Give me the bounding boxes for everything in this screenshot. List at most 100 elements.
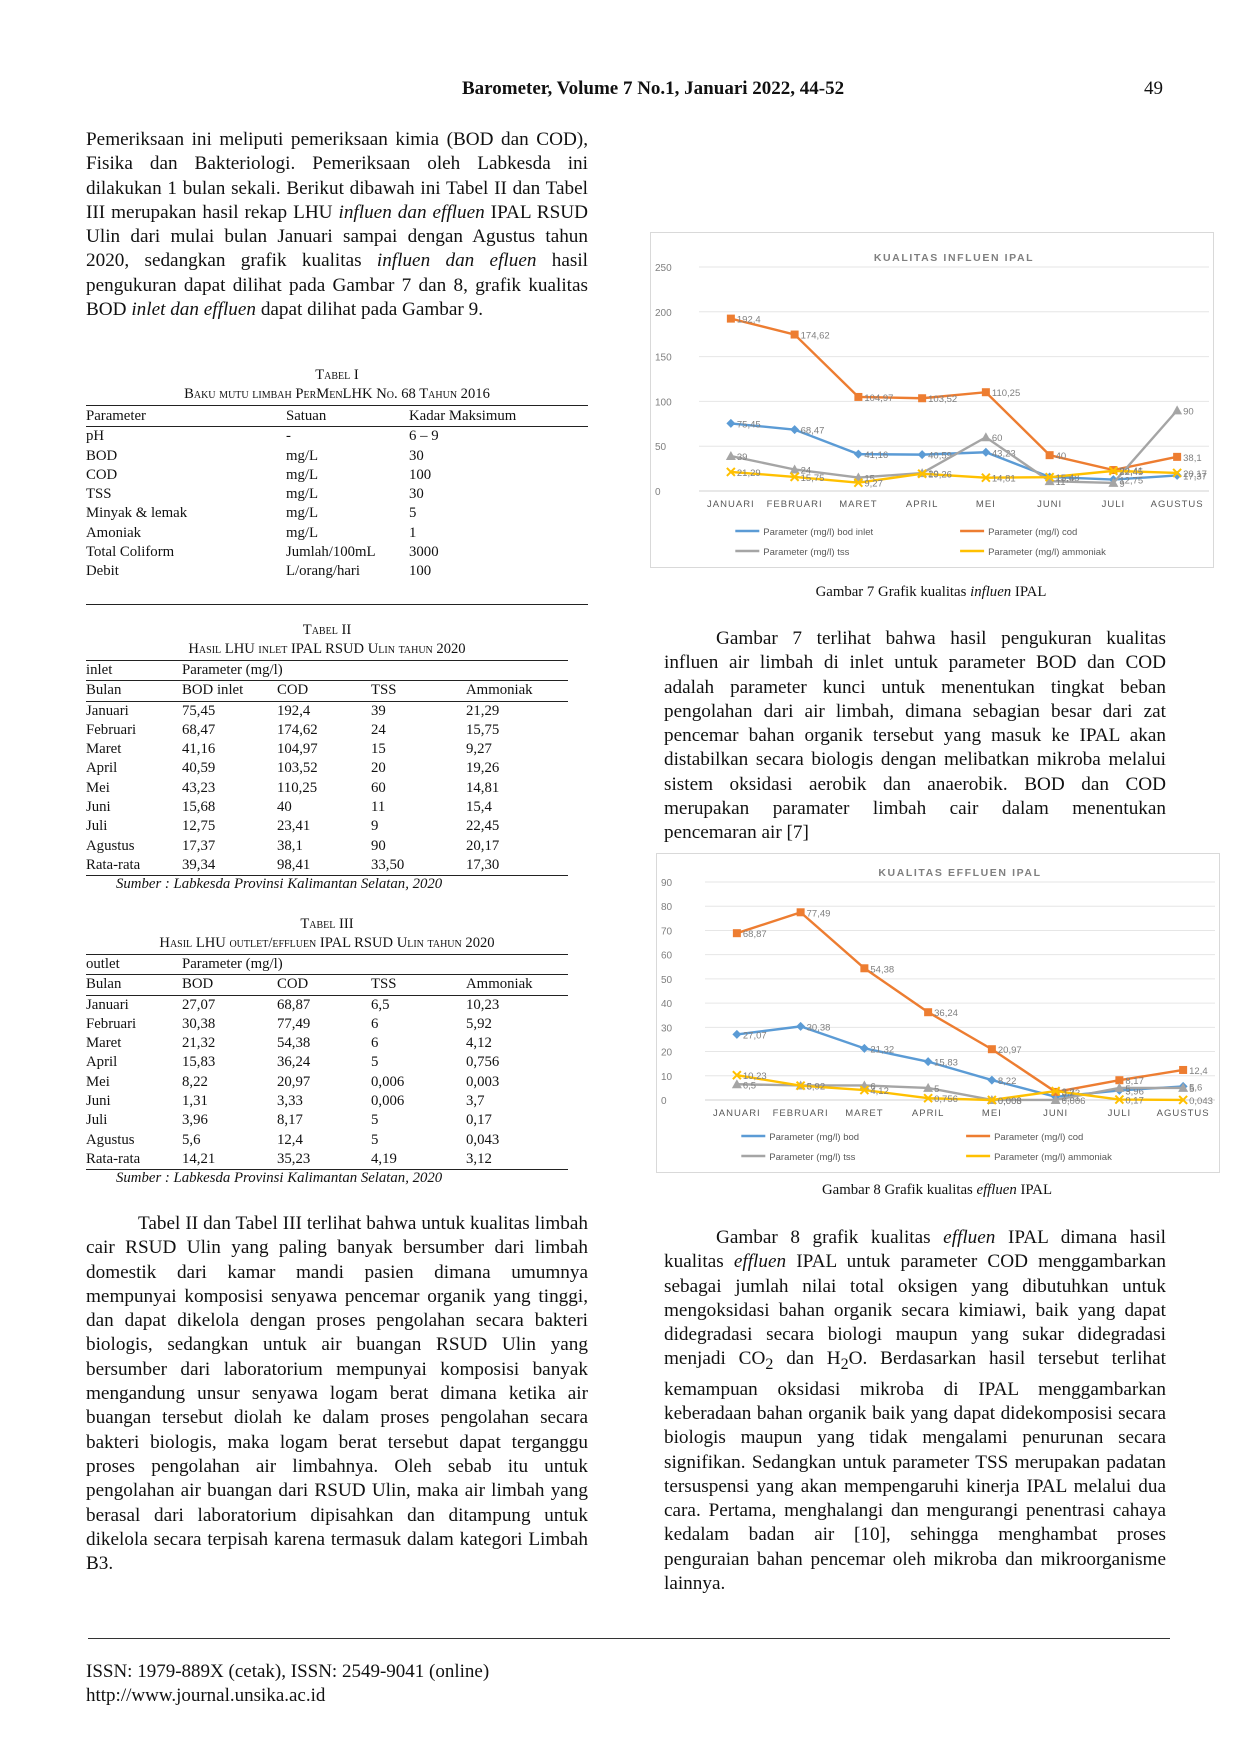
table-cell: Agustus [86, 837, 135, 854]
data-point-cross [726, 467, 736, 477]
table-2-group-row: inlet Parameter (mg/l) [86, 661, 568, 681]
column-header: BOD [182, 976, 214, 993]
footer-url[interactable]: http://www.journal.unsika.ac.id [86, 1685, 326, 1706]
table-cell: Juli [86, 1112, 108, 1129]
data-label: 12,75 [1119, 476, 1143, 487]
legend-label: Parameter (mg/l) tss [769, 1152, 855, 1163]
influent-chart: KUALITAS INFLUEN IPAL 0 50 100 150 200 250 JANU… [650, 232, 1214, 568]
data-label: 68,87 [743, 929, 767, 940]
table-row: Juli 3,96 8,17 5 0,17 [86, 1111, 568, 1130]
legend-label: Parameter (mg/l) ammoniak [988, 547, 1106, 558]
legend-label: Parameter (mg/l) ammoniak [994, 1152, 1112, 1163]
data-label: 68,47 [801, 426, 825, 437]
table-cell: April [86, 1054, 118, 1071]
table-cell: - [286, 428, 291, 445]
text-run: IPAL untuk parameter COD menggambarkan s… [664, 1251, 1166, 1370]
x-tick-label: AGUSTUS [1157, 1108, 1210, 1119]
data-label: 3,7 [1062, 1087, 1075, 1098]
table-2-block: Tabel II Hasil LHU inlet IPAL RSUD Ulin … [86, 621, 568, 893]
table-cell: Maret [86, 1035, 122, 1052]
data-label: 8,17 [1125, 1076, 1144, 1087]
data-label: 75,45 [737, 419, 761, 430]
table-cell: 21,29 [466, 702, 500, 719]
table-cell: 14,21 [182, 1150, 216, 1167]
table-cell: 0,17 [466, 1112, 492, 1129]
data-label: 14,81 [992, 474, 1016, 485]
table-cell: 9,27 [466, 741, 492, 758]
data-point-cross [981, 473, 991, 483]
data-label: 11 [1056, 477, 1066, 488]
table-cell: 15,75 [466, 721, 500, 738]
data-label: 21,32 [870, 1044, 894, 1055]
table-2-header-row: Bulan BOD inlet COD TSS Ammoniak [86, 681, 568, 702]
data-label: 60 [992, 433, 1003, 444]
table-2-label: Tabel II [302, 622, 352, 638]
table-cell: 40,59 [182, 760, 216, 777]
table-cell: 40 [277, 799, 292, 816]
table-cell: pH [86, 428, 105, 445]
table-cell: mg/L [286, 505, 319, 522]
table-cell: 0,756 [466, 1054, 500, 1071]
table-cell: Agustus [86, 1131, 135, 1148]
data-label: 15,68 [1056, 473, 1080, 484]
data-label: 3,96 [1125, 1086, 1144, 1097]
table-row: Mei 43,23 110,25 60 14,81 [86, 779, 568, 798]
y-tick-label: 150 [655, 353, 672, 364]
data-label: 1,31 [1062, 1093, 1081, 1104]
data-label: 5 [1189, 1084, 1194, 1095]
data-label: 15,83 [934, 1058, 958, 1069]
data-label: 5 [934, 1084, 939, 1095]
table-cell: 0,003 [466, 1073, 500, 1090]
data-label: 90 [1183, 406, 1194, 417]
data-label: 192,4 [737, 315, 761, 326]
data-point-cross [789, 472, 800, 482]
table-cell: 0,006 [371, 1093, 405, 1110]
table-cell: 5 [371, 1112, 379, 1129]
data-label: 54,38 [870, 964, 894, 975]
table-cell: 12,75 [182, 818, 216, 835]
data-point [918, 394, 927, 403]
table-row: BOD mg/L 30 [86, 447, 588, 466]
chart-title: KUALITAS EFFLUEN IPAL [878, 867, 1041, 879]
table-cell: Juni [86, 1093, 111, 1110]
table-cell: 103,52 [277, 760, 318, 777]
table-row: Juni 1,31 3,33 0,006 3,7 [86, 1092, 568, 1111]
data-label: 0,17 [1125, 1096, 1144, 1107]
data-label: 22,45 [1119, 467, 1143, 478]
data-point [790, 330, 799, 339]
x-tick-label: MARET [845, 1108, 883, 1119]
y-tick-label: 60 [661, 951, 673, 962]
table-3-group-left: outlet [86, 956, 120, 972]
data-point-cross [1172, 468, 1182, 478]
table-row: Januari 75,45 192,4 39 21,29 [86, 701, 568, 721]
table-cell: 20,97 [277, 1073, 311, 1090]
data-label: 110,25 [992, 388, 1020, 399]
table-cell: 8,22 [182, 1073, 208, 1090]
data-label: 10,23 [743, 1071, 767, 1082]
table-cell: 6 – 9 [409, 428, 439, 445]
table-cell: 15,83 [182, 1054, 216, 1071]
table-cell: 60 [371, 779, 386, 796]
table-row: pH - 6 – 9 [86, 427, 588, 447]
table-cell: 54,38 [277, 1035, 311, 1052]
legend-label: Parameter (mg/l) tss [763, 547, 849, 558]
data-point [1172, 405, 1183, 415]
data-point [1044, 476, 1055, 486]
data-point-cross [795, 1080, 806, 1091]
data-point-cross [923, 1093, 933, 1103]
table-row: Juni 15,68 40 11 15,4 [86, 798, 568, 817]
table-cell: 4,19 [371, 1150, 397, 1167]
table-cell: 0,006 [371, 1073, 405, 1090]
table-row: April 40,59 103,52 20 19,26 [86, 759, 568, 778]
y-tick-label: 90 [661, 878, 673, 889]
data-label: 8,22 [998, 1076, 1017, 1087]
table-cell: 5 [371, 1054, 379, 1071]
table-cell: 5 [409, 505, 417, 522]
table-cell: 30,38 [182, 1015, 216, 1032]
data-label: 20,17 [1183, 469, 1207, 480]
data-point-cross [1044, 472, 1055, 482]
y-tick-label: 0 [661, 1096, 667, 1107]
column-header: Ammoniak [466, 682, 533, 699]
table-cell: 9 [371, 818, 379, 835]
data-point [859, 1043, 869, 1053]
